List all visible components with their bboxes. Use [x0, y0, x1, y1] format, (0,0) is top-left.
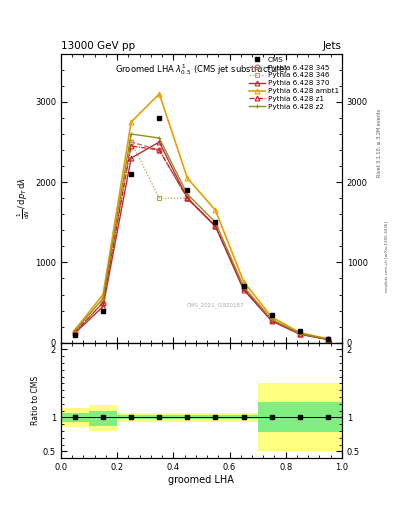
Pythia 6.428 370 — [298, 331, 302, 337]
Pythia 6.428 ambt1 — [241, 279, 246, 285]
Pythia 6.428 345 — [101, 300, 105, 306]
Pythia 6.428 345 — [129, 139, 134, 145]
Text: CMS_2021_I1920187: CMS_2021_I1920187 — [187, 302, 244, 308]
Pythia 6.428 346 — [185, 195, 190, 201]
Line: Pythia 6.428 346: Pythia 6.428 346 — [73, 140, 330, 342]
Pythia 6.428 z1 — [269, 317, 274, 323]
Pythia 6.428 z1 — [129, 143, 134, 149]
Line: Pythia 6.428 370: Pythia 6.428 370 — [73, 140, 330, 342]
Line: Pythia 6.428 ambt1: Pythia 6.428 ambt1 — [73, 92, 330, 342]
Pythia 6.428 z1 — [241, 285, 246, 291]
Pythia 6.428 z2 — [185, 191, 190, 197]
Pythia 6.428 346 — [101, 300, 105, 306]
Pythia 6.428 345 — [157, 147, 162, 153]
Pythia 6.428 z2 — [241, 284, 246, 290]
Pythia 6.428 z2 — [298, 330, 302, 336]
Pythia 6.428 z1 — [157, 147, 162, 153]
Pythia 6.428 345 — [241, 285, 246, 291]
Pythia 6.428 346 — [213, 223, 218, 229]
Pythia 6.428 z1 — [101, 300, 105, 306]
Pythia 6.428 z2 — [129, 131, 134, 137]
Pythia 6.428 370 — [269, 318, 274, 324]
Text: 13000 GeV pp: 13000 GeV pp — [61, 41, 135, 51]
X-axis label: groomed LHA: groomed LHA — [169, 475, 234, 485]
Line: Pythia 6.428 z1: Pythia 6.428 z1 — [73, 144, 330, 342]
Line: Pythia 6.428 345: Pythia 6.428 345 — [73, 140, 330, 342]
Text: Groomed LHA $\lambda^{1}_{0.5}$ (CMS jet substructure): Groomed LHA $\lambda^{1}_{0.5}$ (CMS jet… — [115, 62, 288, 77]
Pythia 6.428 z2 — [213, 219, 218, 225]
CMS — [213, 219, 218, 225]
Pythia 6.428 370 — [73, 330, 77, 336]
Pythia 6.428 346 — [157, 195, 162, 201]
Pythia 6.428 z2 — [269, 316, 274, 323]
Pythia 6.428 ambt1 — [298, 330, 302, 336]
Pythia 6.428 346 — [298, 331, 302, 337]
Pythia 6.428 z1 — [298, 331, 302, 337]
Pythia 6.428 z2 — [157, 135, 162, 141]
Pythia 6.428 346 — [73, 329, 77, 335]
Pythia 6.428 345 — [325, 336, 330, 343]
Pythia 6.428 345 — [213, 223, 218, 229]
Pythia 6.428 z1 — [213, 223, 218, 229]
Pythia 6.428 ambt1 — [129, 119, 134, 125]
Y-axis label: $\frac{1}{\mathrm{d}N}\,/\,\mathrm{d}p_T\,\mathrm{d}\lambda$: $\frac{1}{\mathrm{d}N}\,/\,\mathrm{d}p_T… — [16, 177, 32, 219]
Pythia 6.428 ambt1 — [157, 91, 162, 97]
CMS — [325, 335, 330, 342]
Pythia 6.428 ambt1 — [269, 314, 274, 320]
Pythia 6.428 370 — [325, 336, 330, 343]
CMS — [185, 187, 190, 193]
Pythia 6.428 z2 — [101, 295, 105, 302]
Pythia 6.428 345 — [185, 195, 190, 201]
Pythia 6.428 z1 — [73, 329, 77, 335]
Pythia 6.428 345 — [298, 331, 302, 337]
Pythia 6.428 345 — [269, 317, 274, 323]
Pythia 6.428 346 — [129, 139, 134, 145]
Legend: CMS, Pythia 6.428 345, Pythia 6.428 346, Pythia 6.428 370, Pythia 6.428 ambt1, P: CMS, Pythia 6.428 345, Pythia 6.428 346,… — [248, 55, 340, 111]
Pythia 6.428 z2 — [73, 328, 77, 334]
CMS — [129, 171, 134, 177]
Text: Rivet 3.1.10, ≥ 3.2M events: Rivet 3.1.10, ≥ 3.2M events — [377, 109, 382, 178]
CMS — [241, 284, 246, 290]
Line: CMS: CMS — [73, 116, 330, 341]
CMS — [269, 311, 274, 317]
Text: Jets: Jets — [323, 41, 342, 51]
Pythia 6.428 z1 — [325, 336, 330, 343]
Pythia 6.428 370 — [241, 287, 246, 293]
Pythia 6.428 ambt1 — [73, 327, 77, 333]
Pythia 6.428 346 — [325, 336, 330, 343]
Pythia 6.428 z1 — [185, 195, 190, 201]
CMS — [73, 332, 77, 338]
Y-axis label: Ratio to CMS: Ratio to CMS — [31, 376, 40, 425]
Pythia 6.428 370 — [213, 223, 218, 229]
CMS — [157, 115, 162, 121]
Pythia 6.428 346 — [241, 285, 246, 291]
Pythia 6.428 370 — [157, 139, 162, 145]
Pythia 6.428 370 — [101, 304, 105, 310]
Pythia 6.428 345 — [73, 329, 77, 335]
CMS — [101, 308, 105, 314]
Line: Pythia 6.428 z2: Pythia 6.428 z2 — [73, 132, 330, 342]
Pythia 6.428 ambt1 — [101, 291, 105, 297]
Pythia 6.428 ambt1 — [325, 336, 330, 342]
Pythia 6.428 346 — [269, 317, 274, 323]
Pythia 6.428 370 — [129, 155, 134, 161]
Text: mcplots.cern.ch [arXiv:1306.3436]: mcplots.cern.ch [arXiv:1306.3436] — [385, 221, 389, 291]
Pythia 6.428 370 — [185, 195, 190, 201]
Pythia 6.428 ambt1 — [213, 207, 218, 214]
Pythia 6.428 z2 — [325, 336, 330, 343]
Pythia 6.428 ambt1 — [185, 175, 190, 181]
CMS — [298, 328, 302, 334]
